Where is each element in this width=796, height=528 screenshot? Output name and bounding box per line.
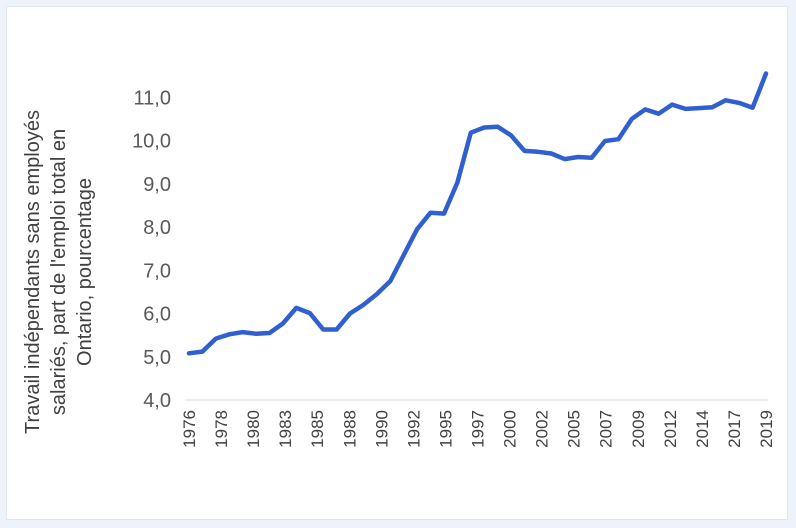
x-tick-label: 2014 (693, 410, 712, 448)
x-tick-label: 2002 (533, 410, 552, 448)
y-tick-label: 7,0 (143, 260, 171, 282)
x-tick-label: 1988 (340, 410, 359, 448)
x-tick-label: 2019 (757, 410, 776, 448)
series-line (186, 71, 769, 356)
x-tick-label: 1992 (404, 410, 423, 448)
x-tick-label: 2009 (629, 410, 648, 448)
line-chart: Travail indépendants sans employés salari… (22, 71, 776, 448)
y-axis-label: Travail indépendants sans employés salari… (22, 110, 96, 434)
x-tick-label: 1997 (469, 410, 488, 448)
x-tick-label: 2000 (501, 410, 520, 448)
x-axis-ticks: 1976 1978 1980 1983 1985 1988 1990 1992 1995 1997… (180, 410, 776, 448)
x-tick-label: 2012 (661, 410, 680, 448)
x-tick-label: 1980 (244, 410, 263, 448)
x-tick-label: 1976 (180, 410, 199, 448)
y-axis-ticks: 4,0 5,0 6,0 7,0 8,0 9,0 10,0 11,0 (132, 87, 171, 412)
y-axis-title-line: salariés, part de l'emploi total en (48, 129, 70, 415)
x-tick-label: 1978 (212, 410, 231, 448)
y-tick-label: 4,0 (143, 390, 171, 412)
x-tick-label: 1985 (308, 410, 327, 448)
y-tick-label: 5,0 (143, 347, 171, 369)
x-tick-label: 1995 (436, 410, 455, 448)
y-tick-label: 11,0 (134, 87, 171, 109)
x-tick-label: 1990 (372, 410, 391, 448)
x-tick-label: 2007 (597, 410, 616, 448)
x-tick-label: 2017 (725, 410, 744, 448)
y-axis-title-line: Travail indépendants sans employés (22, 110, 44, 434)
x-tick-label: 1983 (276, 410, 295, 448)
chart-frame: Travail indépendants sans employés salari… (6, 6, 788, 520)
y-tick-label: 9,0 (143, 174, 171, 196)
y-tick-label: 6,0 (143, 304, 171, 326)
y-tick-label: 8,0 (143, 217, 171, 239)
y-axis-title-line: Ontario, pourcentage (74, 178, 96, 366)
x-tick-label: 2005 (565, 410, 584, 448)
y-tick-label: 10,0 (132, 131, 171, 153)
